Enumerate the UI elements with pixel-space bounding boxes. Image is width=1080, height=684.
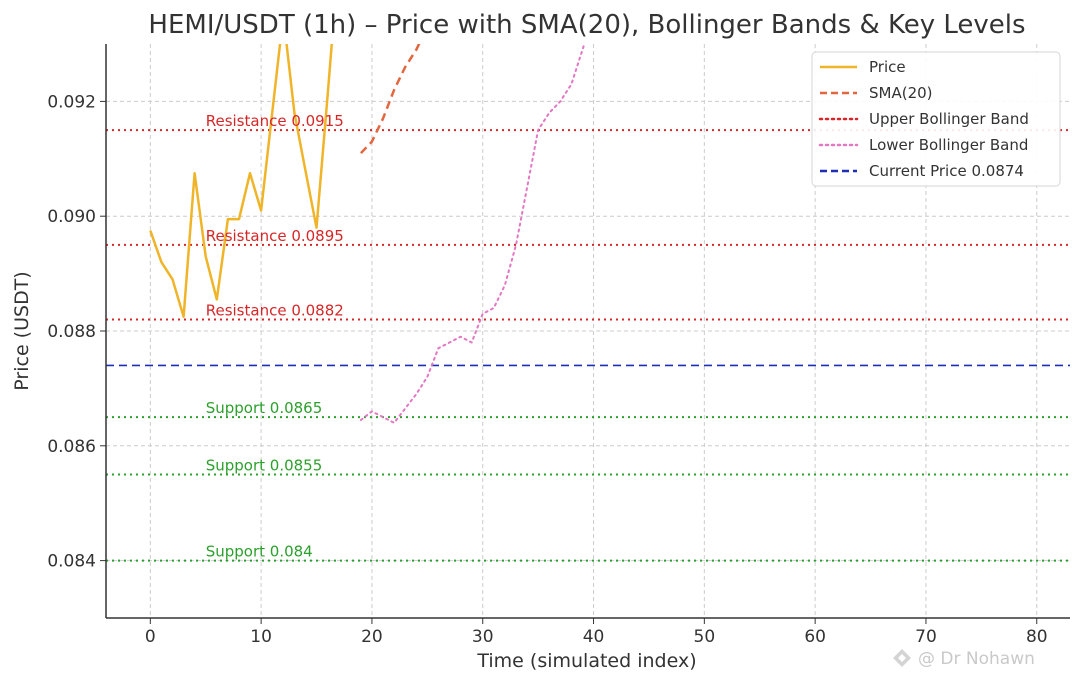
y-ticks: 0.084 0.086 0.088 0.090 0.092 [47,92,106,572]
x-tick-label: 30 [472,627,494,647]
support-level-label: Support 0.0865 [206,399,323,417]
x-tick-label: 10 [250,627,272,647]
x-axis-label: Time (simulated index) [476,650,696,672]
series-lines [149,44,586,424]
y-tick-label: 0.088 [47,322,96,342]
x-tick-label: 70 [915,627,937,647]
x-ticks: 0 10 20 30 40 50 60 70 80 [145,618,1048,647]
resistance-level-label: Resistance 0.0915 [206,112,344,130]
x-tick-label: 50 [694,627,716,647]
level-labels: Resistance 0.0915 Resistance 0.0895 Resist… [206,112,344,560]
watermark-logo-icon [893,649,911,667]
watermark-text: @ Dr Nohawn [918,649,1035,669]
level-lines [106,129,1070,562]
resistance-level-label: Resistance 0.0882 [206,302,344,320]
x-tick-label: 40 [583,627,605,647]
chart-title: HEMI/USDT (1h) – Price with SMA(20), Bol… [148,10,1025,40]
x-tick-label: 0 [145,627,156,647]
y-tick-label: 0.090 [47,207,96,227]
watermark: @ Dr Nohawn [893,649,1035,669]
series-lower-bollinger-band-line [359,44,586,424]
series-sma-20-line [359,44,421,154]
legend-label: Price [869,58,906,76]
series-price-line [149,44,334,318]
legend-label: Current Price 0.0874 [869,162,1024,180]
legend-box [811,51,1061,187]
support-level-label: Support 0.0855 [206,457,323,475]
legend-label: Upper Bollinger Band [869,110,1029,128]
legend-label: Lower Bollinger Band [869,136,1028,154]
y-axis-label: Price (USDT) [11,271,33,390]
gridlines [106,44,1070,618]
x-tick-label: 20 [361,627,383,647]
legend-label: SMA(20) [869,84,933,102]
support-level-label: Support 0.084 [206,543,313,561]
y-tick-label: 0.086 [47,437,96,457]
y-tick-label: 0.084 [47,552,96,572]
resistance-level-label: Resistance 0.0895 [206,227,344,245]
x-tick-label: 60 [804,627,826,647]
x-tick-label: 80 [1026,627,1048,647]
legend: Price SMA(20) Upper Bollinger Band Lower Bo… [811,51,1061,187]
y-tick-label: 0.092 [47,92,96,112]
